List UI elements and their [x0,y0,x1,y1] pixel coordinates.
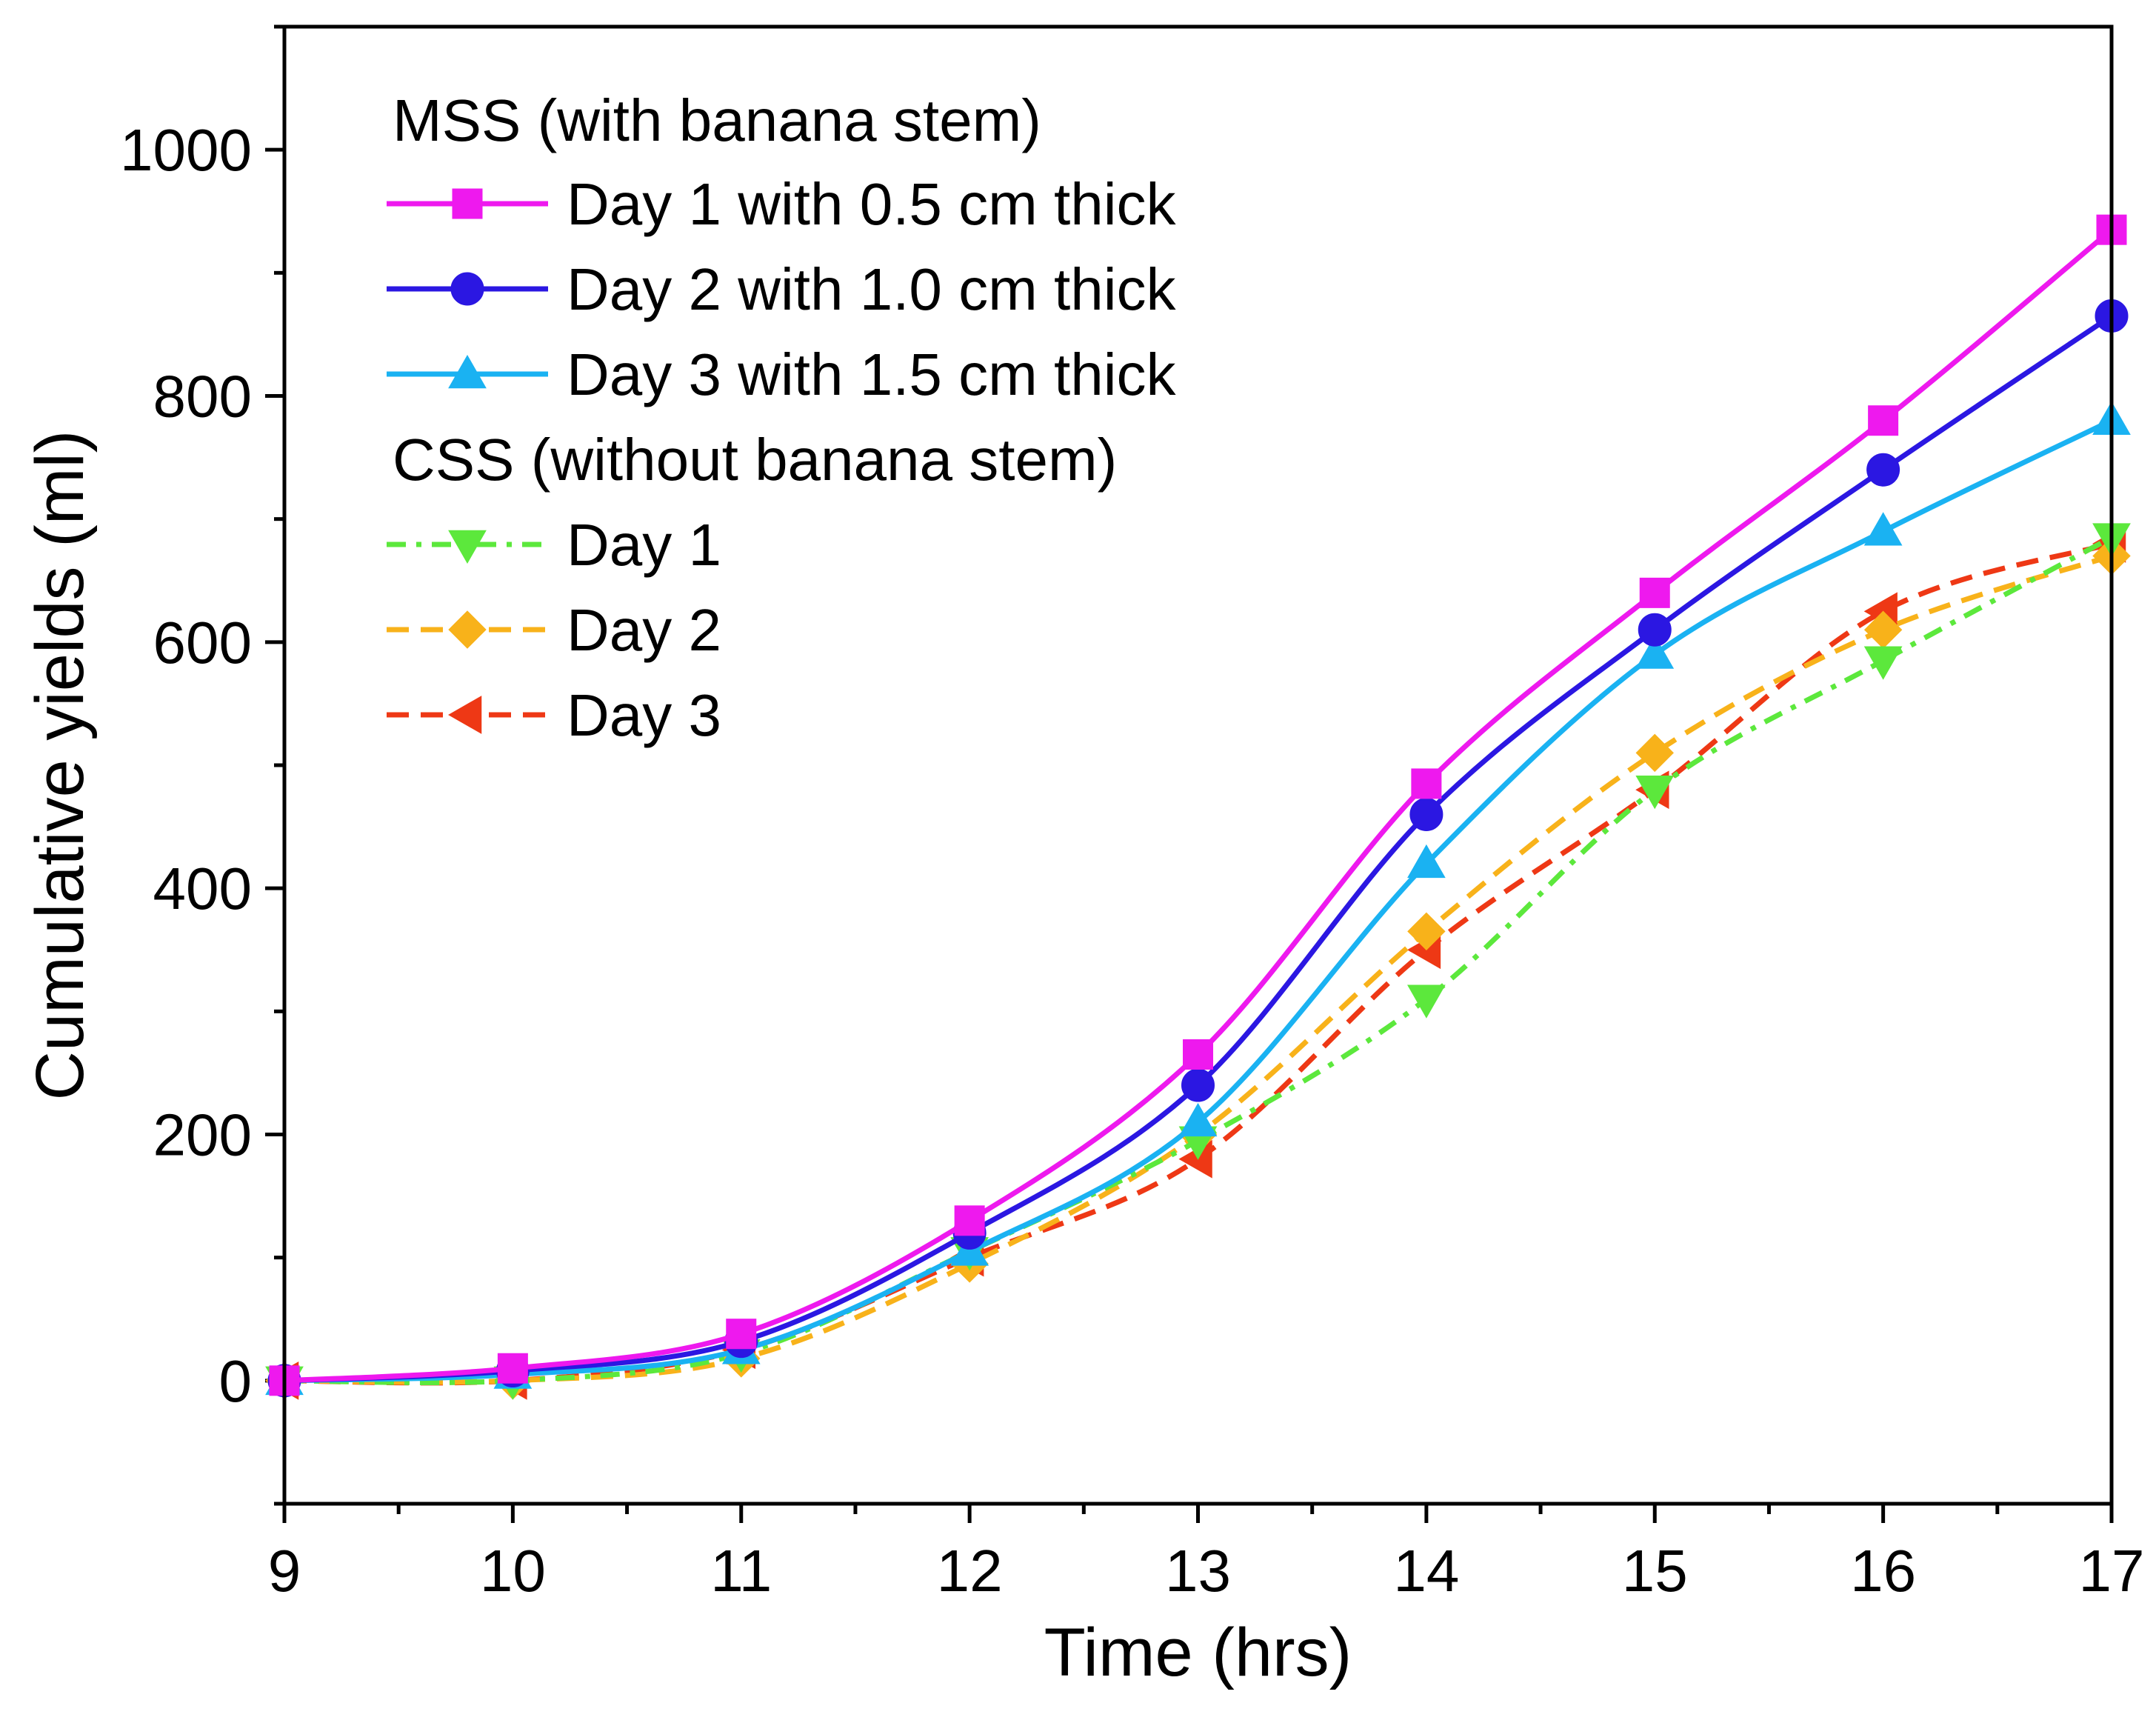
data-point [1411,768,1442,799]
x-tick-label: 16 [1850,1538,1916,1604]
series-line [284,313,2113,1384]
x-tick-label: 14 [1393,1538,1459,1604]
plot-frame [282,24,2114,1506]
legend-marker [447,696,482,734]
data-point [1635,635,1675,669]
x-tick-label: 9 [268,1538,301,1604]
legend-label: Day 1 with 0.5 cm thick [567,171,1177,237]
y-tick-label: 400 [153,856,252,922]
data-point [1863,512,1903,546]
data-point [1635,733,1674,773]
legend-marker [448,530,487,564]
legend-item: Day 2 with 1.0 cm thick [387,256,1177,322]
x-tick-label: 12 [937,1538,1003,1604]
legend-label: Day 2 [567,597,721,663]
y-tick-label: 600 [153,610,252,676]
x-tick-label: 11 [710,1538,772,1604]
y-axis-title: Cumulative yields (ml) [22,430,98,1101]
legend-marker [448,354,487,389]
data-point [1635,775,1675,810]
data-point [1407,984,1446,1019]
legend-group-title: MSS (with banana stem) [393,87,1041,153]
legend: MSS (with banana stem) Day 1 with 0.5 cm … [387,87,1177,748]
legend-item: Day 3 [387,682,721,748]
legend-group-title: CSS (without banana stem) [393,427,1117,493]
data-point [1181,1068,1215,1102]
y-tick-label: 200 [153,1102,252,1168]
series-line [284,227,2114,1384]
data-point [497,1353,528,1384]
legend-marker [450,272,484,306]
data-point [1868,405,1899,436]
legend-marker [448,610,487,649]
data-point [1178,1102,1218,1137]
legend-label: Day 3 [567,682,721,748]
data-point [1407,844,1446,879]
data-point [1866,453,1900,487]
legend-item: Day 1 with 0.5 cm thick [387,171,1177,237]
x-tick-label: 10 [480,1538,546,1604]
y-tick-label: 0 [219,1348,253,1414]
legend-item: Day 2 [387,597,721,663]
legend-item: Day 3 with 1.5 cm thick [387,341,1177,407]
legend-label: Day 3 with 1.5 cm thick [567,341,1177,407]
legend-label: Day 1 [567,512,721,578]
y-tick-label: 800 [153,364,252,430]
data-point [954,1205,985,1236]
data-point [1407,912,1446,951]
x-tick-label: 13 [1165,1538,1231,1604]
legend-marker [452,188,483,219]
x-tick-label: 15 [1622,1538,1688,1604]
data-point [1183,1039,1213,1070]
series-line [284,535,2113,1386]
data-point [1409,797,1444,831]
x-axis-title: Time (hrs) [1044,1615,1352,1690]
y-tick-label: 1000 [120,117,252,183]
legend-label: Day 2 with 1.0 cm thick [567,256,1177,322]
series-line [284,418,2113,1384]
data-point [1639,577,1670,608]
data-point [1638,613,1672,647]
legend-item: Day 1 [387,512,721,578]
axis-ticks: 9 10 11 12 13 14 15 16 17 0 200 400 600 800 1000 [120,24,2145,1604]
data-point [726,1319,757,1350]
data-point [1863,646,1903,680]
x-tick-label: 17 [2079,1538,2145,1604]
